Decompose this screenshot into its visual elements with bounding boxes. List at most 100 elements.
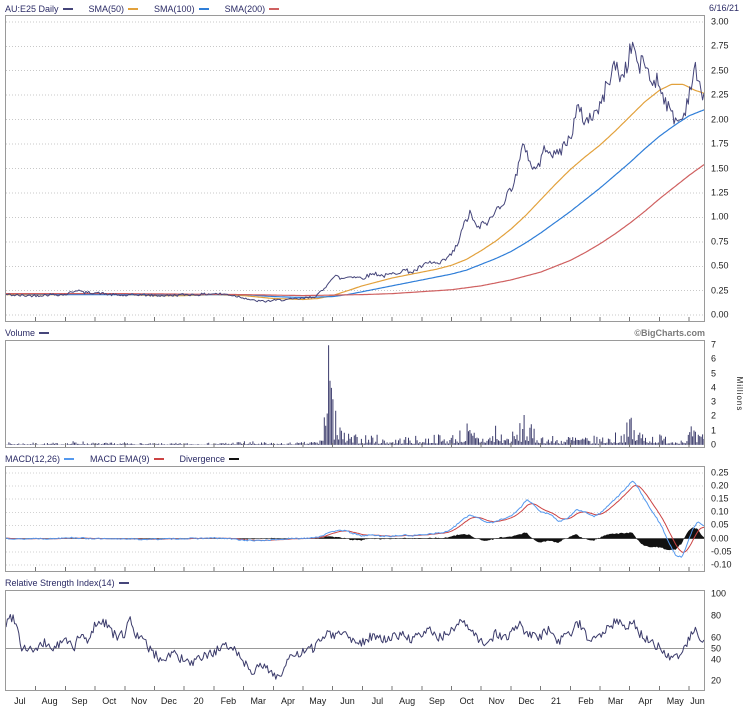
volume-swatch-icon [39, 331, 50, 334]
volume-legend: Volume [5, 327, 50, 338]
rsi-swatch-icon [118, 581, 129, 584]
y-axis-tick-label: 0.50 [711, 260, 729, 271]
volume-chart-panel [5, 340, 705, 448]
y-axis-tick-label: 0.15 [711, 493, 729, 504]
x-axis-month-label: May [309, 696, 327, 706]
legend-sma100: SMA(100) [154, 4, 209, 14]
y-axis-tick-label: 1.75 [711, 138, 729, 149]
rsi-panel-plot [6, 614, 704, 690]
volume-unit-label: Millions [735, 376, 744, 412]
price-y-axis: 3.00 2.75 2.50 2.25 2.00 1.75 1.50 1.25 1.00 0.75… [709, 16, 746, 321]
x-axis-month-label: 20 [193, 696, 204, 706]
price-panel-header: AU:E25 Daily SMA(50) SMA(100) SMA(200) [5, 3, 705, 14]
y-axis-tick-label: 0.20 [711, 480, 729, 491]
x-axis-month-label: 21 [551, 696, 562, 706]
sma100-swatch-icon [198, 7, 209, 10]
y-axis-tick-label: 3.00 [711, 16, 729, 27]
rsi-legend: Relative Strength Index(14) [5, 578, 129, 588]
macd-swatch-icon [64, 457, 75, 460]
y-axis-tick-label: 1 [711, 425, 717, 436]
x-axis-month-label: Mar [607, 696, 624, 706]
y-axis-tick-label: 0.10 [711, 506, 729, 517]
symbol-text: AU:E25 Daily [5, 3, 59, 14]
y-axis-tick-label: 40 [711, 654, 722, 665]
x-axis-month-label: Nov [131, 696, 148, 706]
volume-label: Volume [5, 327, 36, 338]
x-axis-month-label: Sep [71, 696, 88, 706]
macd-ema-label: MACD EMA(9) [90, 453, 150, 464]
volume-y-axis: Millions 7 6 5 4 3 2 1 0 [709, 339, 746, 450]
x-axis-month-label: Aug [399, 696, 416, 706]
x-axis-month-label: Feb [220, 696, 237, 706]
x-axis-month-label: May [666, 696, 684, 706]
y-axis-tick-label: 0 [711, 439, 717, 450]
y-axis-tick-label: 0.00 [711, 533, 729, 544]
y-axis-tick-label: 1.25 [711, 187, 729, 198]
y-axis-tick-label: 20 [711, 675, 722, 686]
x-axis-month-label: Aug [41, 696, 58, 706]
macd-ema-swatch-icon [153, 457, 164, 460]
y-axis-tick-label: 1.00 [711, 211, 729, 222]
price-line-swatch-icon [62, 7, 73, 10]
y-axis-tick-label: 0.00 [711, 309, 729, 320]
y-axis-tick-label: -0.05 [711, 546, 732, 557]
symbol-label: AU:E25 Daily [5, 4, 73, 14]
y-axis-tick-label: 0.25 [711, 467, 729, 478]
y-axis-tick-label: 60 [711, 632, 722, 643]
y-axis-tick-label: 0.05 [711, 519, 729, 530]
price-chart-panel [5, 15, 705, 322]
x-axis-month-label: Sep [428, 696, 445, 706]
volume-panel-header: Volume ©BigCharts.com [5, 327, 705, 338]
x-axis-months: Jul Aug Sep Oct Nov Dec 20 Feb Mar Apr May Jun Jul Au… [5, 695, 705, 709]
x-axis-month-label: Oct [102, 696, 117, 706]
macd-chart-panel [5, 466, 705, 572]
macd-panel-plot [6, 472, 704, 571]
y-axis-tick-label: 0.25 [711, 285, 729, 296]
y-axis-tick-label: 7 [711, 339, 717, 350]
legend-divergence: Divergence [180, 454, 240, 464]
sma200-swatch-icon [269, 7, 280, 10]
bigcharts-brand-link[interactable]: ©BigCharts.com [634, 327, 705, 338]
x-axis-month-label: Apr [638, 696, 653, 706]
y-axis-tick-label: 6 [711, 353, 717, 364]
y-axis-tick-label: 1.50 [711, 163, 729, 173]
divergence-label: Divergence [179, 453, 226, 464]
y-axis-tick-label: 80 [711, 610, 722, 621]
legend-macd-ema: MACD EMA(9) [90, 454, 164, 464]
y-axis-tick-label: 50 [711, 643, 722, 654]
macd-panel-header: MACD(12,26) MACD EMA(9) Divergence [5, 453, 705, 464]
y-axis-tick-label: 0.75 [711, 236, 729, 247]
x-axis-month-label: Mar [250, 696, 266, 706]
sma50-label: SMA(50) [88, 3, 125, 14]
x-axis-month-label: Nov [488, 696, 505, 706]
y-axis-tick-label: 5 [711, 368, 717, 379]
rsi-chart-panel [5, 590, 705, 691]
y-axis-tick-label: 2.25 [711, 89, 729, 100]
price-panel-plot [6, 21, 704, 321]
rsi-panel-header: Relative Strength Index(14) [5, 577, 705, 588]
x-axis-month-label: Apr [280, 696, 295, 706]
y-axis-tick-label: 3 [711, 396, 717, 407]
legend-sma200: SMA(200) [225, 4, 280, 14]
x-axis-month-label: Jul [371, 696, 384, 706]
y-axis-tick-label: 100 [711, 588, 727, 599]
sma100-label: SMA(100) [154, 3, 195, 14]
y-axis-tick-label: 4 [711, 382, 717, 393]
rsi-y-axis: 100 80 60 50 40 20 [709, 588, 746, 690]
y-axis-tick-label: 2.75 [711, 40, 729, 51]
x-axis-month-label: Dec [518, 696, 535, 706]
x-axis-month-label: Jul [14, 696, 26, 706]
y-axis-tick-label: -0.10 [711, 559, 732, 570]
x-axis-month-label: Jun [340, 696, 355, 706]
sma50-swatch-icon [128, 7, 139, 10]
y-axis-tick-label: 2.50 [711, 65, 729, 76]
chart-date: 6/16/21 [709, 3, 740, 13]
x-axis-month-label: Dec [160, 696, 177, 706]
legend-sma50: SMA(50) [89, 4, 139, 14]
divergence-swatch-icon [229, 457, 240, 460]
x-axis-month-label: Feb [578, 696, 594, 706]
legend-macd: MACD(12,26) [5, 454, 75, 464]
rsi-label: Relative Strength Index(14) [5, 577, 115, 588]
macd-y-axis: 0.25 0.20 0.15 0.10 0.05 0.00 -0.05 -0.10 [709, 467, 746, 571]
